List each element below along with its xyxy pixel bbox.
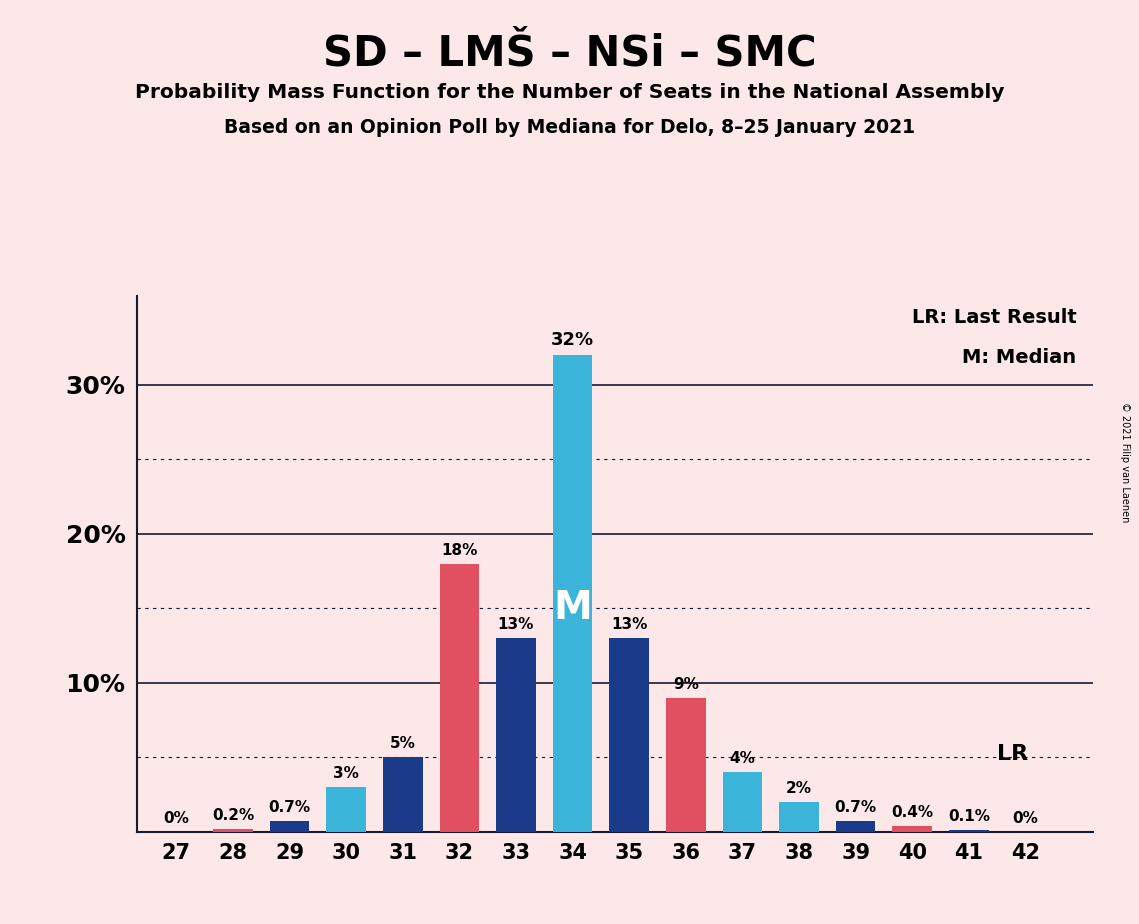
Text: 0.1%: 0.1% xyxy=(948,809,990,824)
Text: 4%: 4% xyxy=(729,751,755,766)
Bar xyxy=(552,355,592,832)
Text: 0.7%: 0.7% xyxy=(269,800,311,815)
Bar xyxy=(327,787,366,832)
Text: 32%: 32% xyxy=(551,332,595,349)
Text: M: M xyxy=(554,590,592,627)
Text: LR: LR xyxy=(998,744,1029,764)
Bar xyxy=(722,772,762,832)
Text: M: Median: M: Median xyxy=(962,347,1076,367)
Text: 0%: 0% xyxy=(163,810,189,826)
Bar xyxy=(440,564,480,832)
Bar xyxy=(893,826,932,832)
Text: 3%: 3% xyxy=(334,766,359,781)
Bar xyxy=(497,638,535,832)
Text: 0.2%: 0.2% xyxy=(212,808,254,822)
Bar xyxy=(836,821,876,832)
Bar xyxy=(270,821,310,832)
Text: © 2021 Filip van Laenen: © 2021 Filip van Laenen xyxy=(1121,402,1130,522)
Text: 0.4%: 0.4% xyxy=(891,805,933,820)
Text: 13%: 13% xyxy=(611,617,647,632)
Text: Based on an Opinion Poll by Mediana for Delo, 8–25 January 2021: Based on an Opinion Poll by Mediana for … xyxy=(224,118,915,138)
Text: 13%: 13% xyxy=(498,617,534,632)
Text: Probability Mass Function for the Number of Seats in the National Assembly: Probability Mass Function for the Number… xyxy=(134,83,1005,103)
Text: 5%: 5% xyxy=(390,736,416,751)
Bar xyxy=(213,829,253,832)
Text: 0%: 0% xyxy=(1013,810,1039,826)
Bar xyxy=(383,757,423,832)
Text: 9%: 9% xyxy=(673,676,698,692)
Text: 0.7%: 0.7% xyxy=(835,800,877,815)
Bar xyxy=(949,830,989,832)
Bar xyxy=(666,698,706,832)
Text: 2%: 2% xyxy=(786,781,812,796)
Text: LR: Last Result: LR: Last Result xyxy=(911,308,1076,326)
Bar xyxy=(779,802,819,832)
Text: SD – LMŠ – NSi – SMC: SD – LMŠ – NSi – SMC xyxy=(322,32,817,74)
Bar xyxy=(609,638,649,832)
Text: 18%: 18% xyxy=(441,542,477,558)
